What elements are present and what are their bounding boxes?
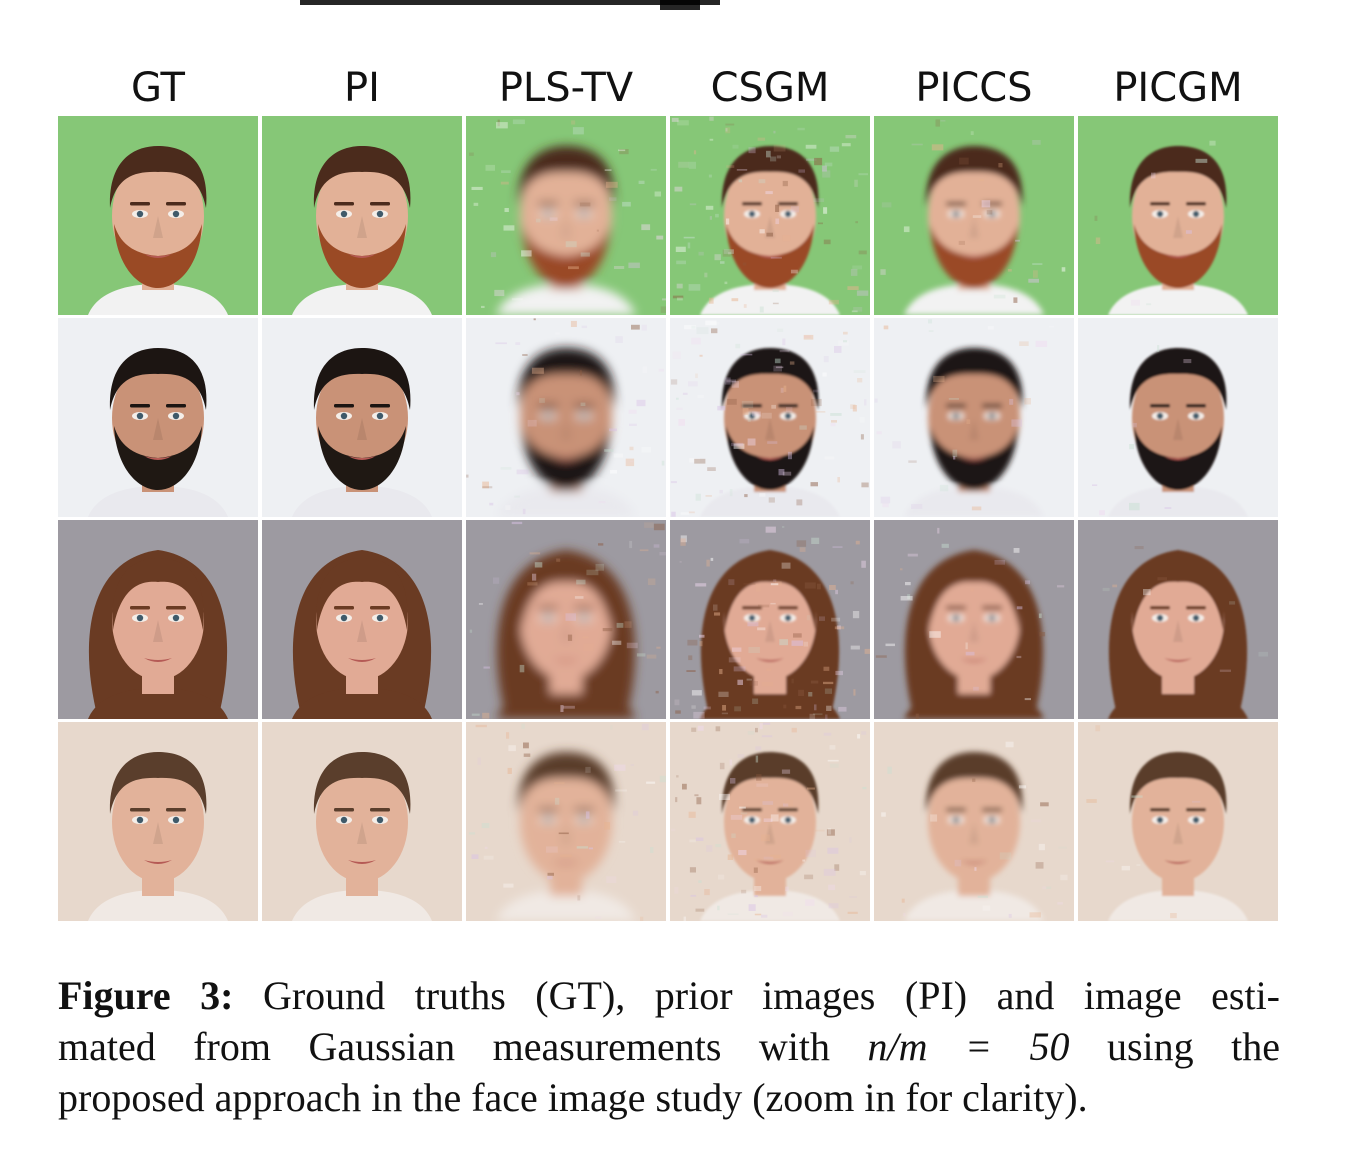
face-photo-icon [262,520,462,719]
face-photo-icon [58,318,258,517]
face-image-csgm-row4 [670,722,870,921]
face-image-pi-row1 [262,116,462,315]
face-image-grid [58,116,1278,921]
caption-text: mated from Gaussian measurements with [58,1024,831,1069]
face-photo-icon [874,722,1074,921]
caption-math: n/m = 50 [867,1024,1070,1069]
face-photo-icon [58,722,258,921]
face-image-pi-row2 [262,318,462,517]
column-header-pi: PI [344,65,380,111]
face-image-piccs-row3 [874,520,1074,719]
figure-label: Figure 3: [58,973,234,1018]
face-image-pi-row3 [262,520,462,719]
face-photo-icon [874,318,1074,517]
face-photo-icon [58,116,258,315]
face-image-gt-row3 [58,520,258,719]
face-photo-icon [874,520,1074,719]
face-image-pls-tv-row1 [466,116,666,315]
face-image-picgm-row1 [1078,116,1278,315]
face-image-picgm-row4 [1078,722,1278,921]
figure-caption: Figure 3: Ground truths (GT), prior imag… [58,970,1280,1123]
face-photo-icon [670,116,870,315]
cropped-text-fragment [300,0,720,5]
column-headers: GT PI PLS-TV CSGM PICCS PICGM [58,62,1278,114]
face-image-pi-row4 [262,722,462,921]
face-photo-icon [466,722,666,921]
face-image-picgm-row2 [1078,318,1278,517]
face-image-pls-tv-row3 [466,520,666,719]
caption-text: using the [1106,1024,1281,1069]
column-header-piccs: PICCS [915,65,1033,111]
face-photo-icon [466,520,666,719]
face-photo-icon [874,116,1074,315]
face-photo-icon [58,520,258,719]
face-image-pls-tv-row2 [466,318,666,517]
face-photo-icon [1078,520,1278,719]
face-image-pls-tv-row4 [466,722,666,921]
face-image-gt-row4 [58,722,258,921]
face-photo-icon [466,318,666,517]
face-image-csgm-row1 [670,116,870,315]
face-photo-icon [262,722,462,921]
face-photo-icon [1078,318,1278,517]
face-image-csgm-row2 [670,318,870,517]
face-photo-icon [670,318,870,517]
face-image-picgm-row3 [1078,520,1278,719]
caption-text: proposed approach in the face image stud… [58,1075,1088,1120]
face-photo-icon [466,116,666,315]
face-photo-icon [1078,116,1278,315]
column-header-csgm: CSGM [710,65,830,111]
caption-text: Ground truths (GT), prior images (PI) an… [262,973,1281,1018]
face-image-piccs-row4 [874,722,1074,921]
face-photo-icon [1078,722,1278,921]
face-photo-icon [262,318,462,517]
column-header-pls-tv: PLS-TV [498,65,634,111]
face-image-piccs-row2 [874,318,1074,517]
face-image-csgm-row3 [670,520,870,719]
face-image-gt-row1 [58,116,258,315]
column-header-gt: GT [130,65,185,111]
face-image-piccs-row1 [874,116,1074,315]
face-photo-icon [670,520,870,719]
face-image-gt-row2 [58,318,258,517]
column-header-picgm: PICGM [1113,65,1243,111]
face-photo-icon [670,722,870,921]
cropped-text-fragment [660,0,700,10]
face-photo-icon [262,116,462,315]
